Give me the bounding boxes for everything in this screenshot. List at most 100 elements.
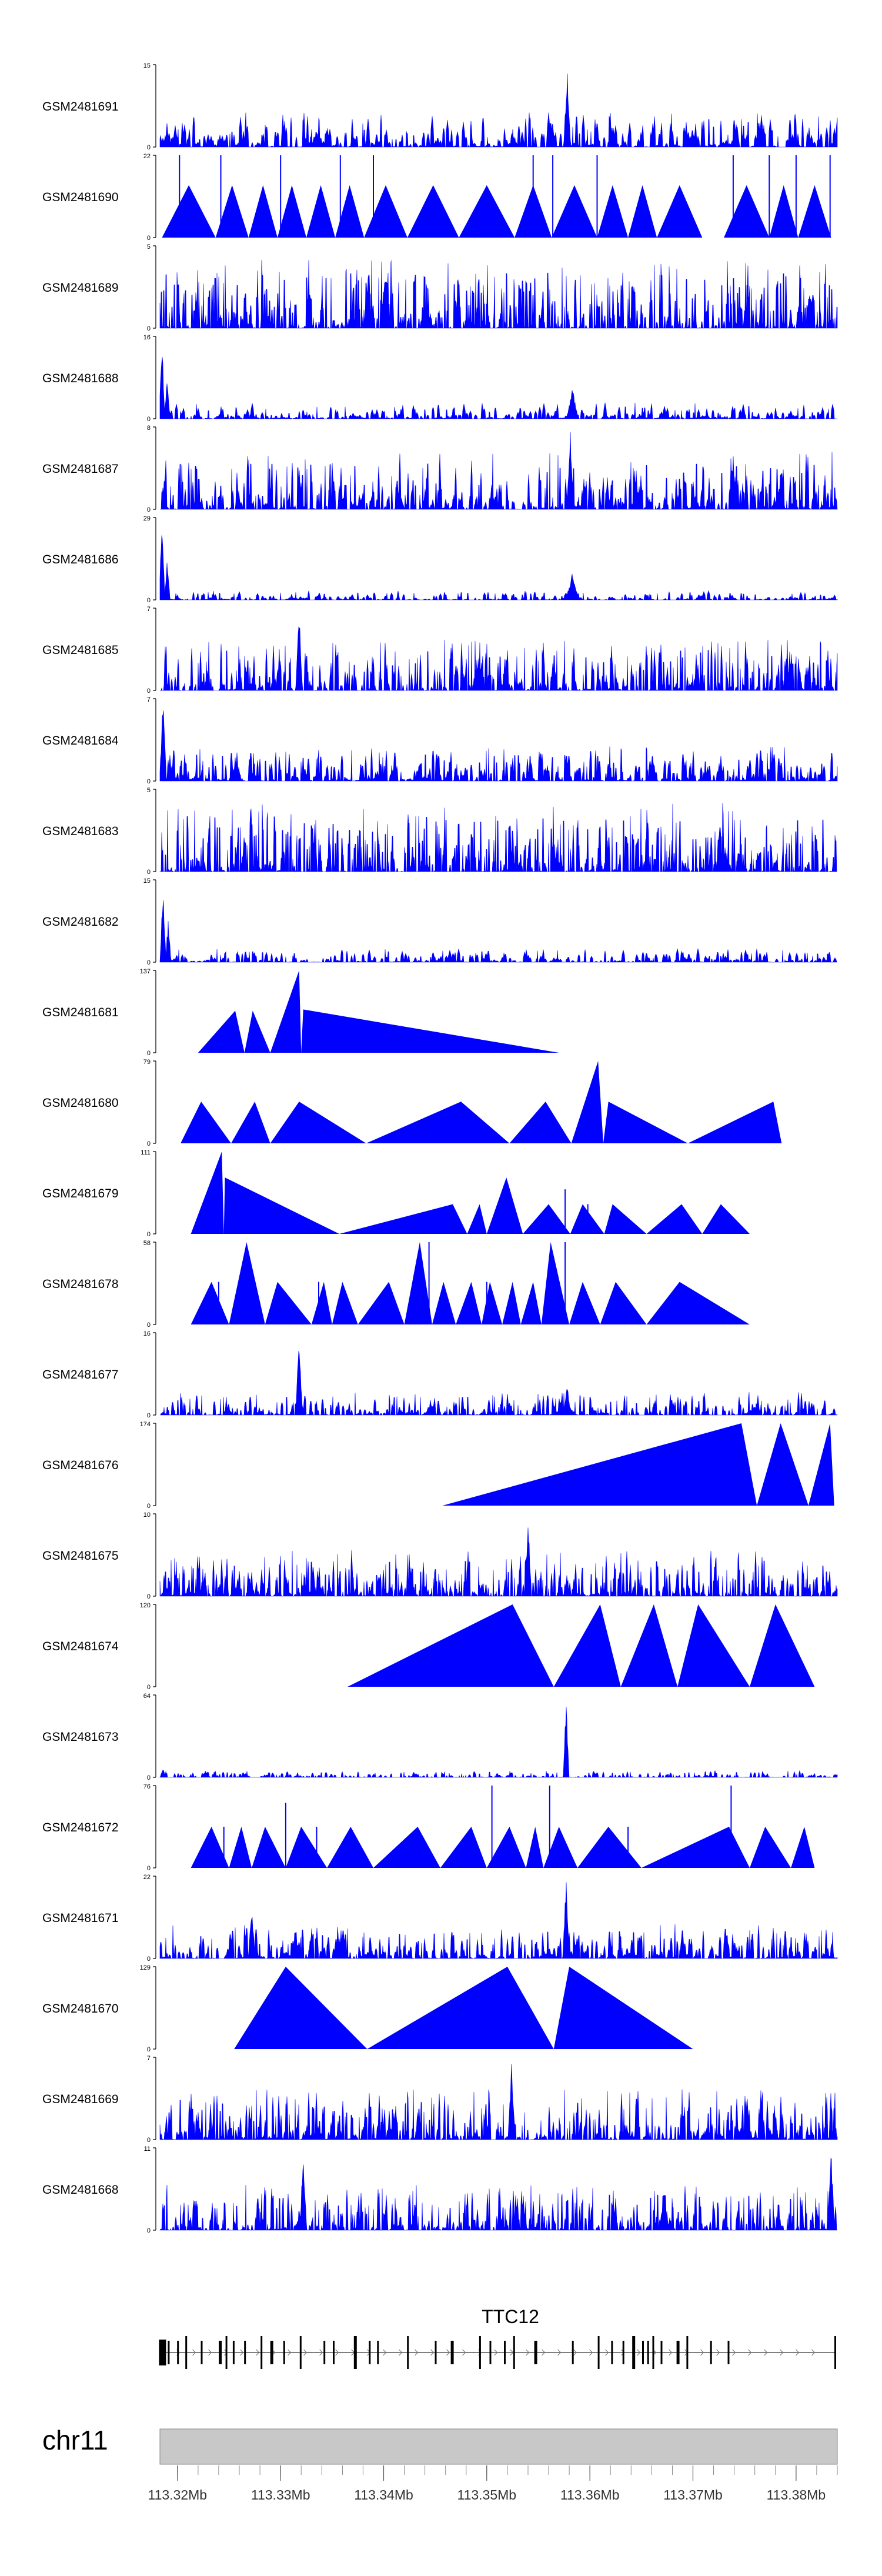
y-tick-label-zero: 0 bbox=[147, 1684, 151, 1691]
y-tick-label-max: 10 bbox=[143, 1511, 151, 1519]
track-label: GSM2481691 bbox=[42, 100, 119, 114]
gene-exon-3 bbox=[185, 2336, 188, 2369]
gene-exon-11 bbox=[283, 2341, 285, 2364]
coverage-area-10 bbox=[552, 185, 597, 238]
track-GSM2481680: GSM2481680 79 0 bbox=[42, 1059, 782, 1147]
gene-exon-2 bbox=[177, 2341, 179, 2364]
coverage-area-4 bbox=[327, 1827, 373, 1868]
strand-chevron bbox=[399, 2349, 403, 2356]
coverage-area-3 bbox=[285, 1827, 328, 1868]
coverage-area-1 bbox=[229, 1242, 265, 1324]
y-tick-label-zero: 0 bbox=[147, 1050, 151, 1057]
coverage-area-6 bbox=[603, 1102, 688, 1143]
y-tick-label-max: 16 bbox=[143, 334, 151, 341]
coverage-area-1 bbox=[229, 1827, 252, 1868]
strand-chevron bbox=[811, 2349, 816, 2356]
gene-exon-0 bbox=[159, 2340, 166, 2365]
coverage-area-14 bbox=[600, 1282, 647, 1324]
strand-chevron bbox=[494, 2349, 498, 2356]
coverage-area-16 bbox=[798, 185, 831, 238]
coverage-area-7 bbox=[432, 1282, 456, 1324]
coverage-area-8 bbox=[646, 1204, 703, 1234]
coverage-area-6 bbox=[440, 1827, 487, 1868]
y-tick-label-max: 15 bbox=[143, 62, 151, 69]
chromosome-label: chr11 bbox=[42, 2425, 108, 2455]
track-label: GSM2481670 bbox=[42, 2002, 119, 2016]
y-tick-label-max: 22 bbox=[143, 153, 151, 160]
track-GSM2481691: GSM2481691 15 0 bbox=[42, 62, 838, 151]
y-tick-label-max: 76 bbox=[143, 1783, 151, 1790]
strand-chevron bbox=[415, 2349, 419, 2356]
coverage-area-5 bbox=[358, 1282, 405, 1324]
coverage-area-10 bbox=[577, 1827, 642, 1868]
strand-chevron bbox=[335, 2349, 339, 2356]
coverage-area-15 bbox=[769, 185, 799, 238]
y-tick-label-max: 129 bbox=[140, 1964, 151, 1971]
gene-exon-22 bbox=[489, 2341, 492, 2364]
y-tick-label-max: 174 bbox=[140, 1421, 151, 1428]
track-label: GSM2481679 bbox=[42, 1187, 119, 1200]
track-label: GSM2481682 bbox=[42, 915, 119, 929]
gene-exon-30 bbox=[632, 2336, 636, 2369]
gene-exon-20 bbox=[450, 2341, 454, 2364]
track-GSM2481687: GSM2481687 8 0 bbox=[42, 425, 838, 513]
strand-chevron bbox=[240, 2349, 244, 2356]
axis-tick-label: 113.34Mb bbox=[354, 2487, 413, 2502]
track-GSM2481678: GSM2481678 58 0 bbox=[42, 1240, 750, 1329]
coverage-area bbox=[159, 1527, 838, 1597]
coverage-area-3 bbox=[301, 1009, 559, 1053]
coverage-area-0 bbox=[442, 1423, 757, 1506]
coverage-area-1 bbox=[367, 1967, 554, 2049]
coverage-area-11 bbox=[597, 185, 629, 238]
y-tick-label-max: 137 bbox=[140, 968, 151, 975]
track-label: GSM2481685 bbox=[42, 643, 119, 657]
coverage-area bbox=[159, 260, 838, 329]
track-label: GSM2481672 bbox=[42, 1821, 119, 1834]
track-label: GSM2481673 bbox=[42, 1730, 119, 1744]
coverage-area-2 bbox=[252, 1827, 286, 1868]
y-tick-label-max: 5 bbox=[147, 243, 151, 251]
strand-chevron bbox=[637, 2349, 641, 2356]
gene-exon-8 bbox=[244, 2341, 246, 2364]
gene-label: TTC12 bbox=[482, 2306, 539, 2327]
strand-chevron bbox=[256, 2349, 260, 2356]
y-tick-label-max: 5 bbox=[147, 787, 151, 794]
coverage-area-2 bbox=[620, 1604, 678, 1687]
axis-tick-label: 113.36Mb bbox=[560, 2487, 620, 2502]
track-GSM2481677: GSM2481677 16 0 bbox=[42, 1330, 838, 1419]
strand-chevron bbox=[542, 2349, 546, 2356]
y-tick-label-zero: 0 bbox=[147, 869, 151, 876]
strand-chevron bbox=[573, 2349, 577, 2356]
track-label: GSM2481675 bbox=[42, 1549, 119, 1563]
coverage-area-13 bbox=[657, 185, 703, 238]
track-label: GSM2481690 bbox=[42, 191, 119, 204]
strand-chevron bbox=[796, 2349, 800, 2356]
gene-exon-14 bbox=[333, 2341, 335, 2364]
axis-tick-label: 113.38Mb bbox=[767, 2487, 826, 2502]
y-tick-label-zero: 0 bbox=[147, 1865, 151, 1872]
gene-exon-39 bbox=[834, 2336, 836, 2369]
y-tick-label-zero: 0 bbox=[147, 688, 151, 695]
coverage-area-0 bbox=[198, 1010, 245, 1053]
strand-chevron bbox=[557, 2349, 562, 2356]
strand-chevron bbox=[208, 2349, 212, 2356]
coverage-area bbox=[159, 1882, 838, 1960]
coverage-area-4 bbox=[750, 1604, 815, 1687]
strand-chevron bbox=[192, 2349, 196, 2356]
coverage-area-11 bbox=[520, 1282, 542, 1324]
gene-exon-28 bbox=[611, 2341, 613, 2364]
coverage-area-2 bbox=[248, 185, 278, 238]
coverage-area-1 bbox=[215, 185, 249, 238]
track-GSM2481670: GSM2481670 129 0 bbox=[42, 1964, 693, 2053]
coverage-area-12 bbox=[541, 1242, 570, 1324]
gene-exon-27 bbox=[597, 2336, 600, 2369]
gene-exon-18 bbox=[407, 2336, 409, 2369]
coverage-area bbox=[159, 74, 838, 148]
gene-exon-35 bbox=[676, 2341, 680, 2364]
track-label: GSM2481668 bbox=[42, 2183, 119, 2197]
coverage-area-3 bbox=[467, 1204, 487, 1234]
track-label: GSM2481669 bbox=[42, 2093, 119, 2106]
y-tick-label-zero: 0 bbox=[147, 1231, 151, 1238]
coverage-area-0 bbox=[234, 1967, 368, 2049]
coverage-area-9 bbox=[702, 1204, 750, 1234]
